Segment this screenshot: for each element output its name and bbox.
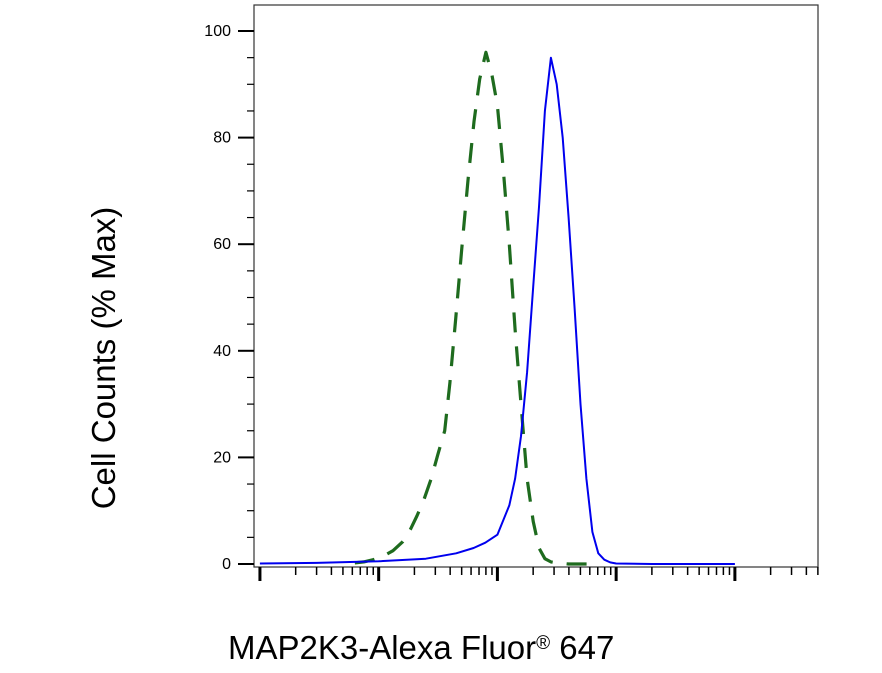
y-tick-label: 100 <box>204 23 231 40</box>
x-axis-label-main: MAP2K3-Alexa Fluor <box>228 629 536 666</box>
x-axis-label: MAP2K3-Alexa Fluor® 647 <box>228 629 614 666</box>
y-axis: 0 20 40 60 80 100 <box>204 23 254 573</box>
y-axis-label: Cell Counts (% Max) <box>85 207 122 510</box>
plot-frame <box>253 4 819 568</box>
y-tick-label: 80 <box>213 130 231 147</box>
x-axis <box>258 567 819 581</box>
y-tick-label: 20 <box>213 449 231 466</box>
x-axis-label-mark: ® <box>536 633 550 654</box>
y-tick-label: 40 <box>213 343 231 360</box>
x-axis-label-suffix: 647 <box>550 629 614 666</box>
series-layer <box>259 50 735 566</box>
y-tick-label: 0 <box>222 556 231 573</box>
y-tick-label: 60 <box>213 236 231 253</box>
isotype-control-line <box>354 50 593 566</box>
sample-histogram-line <box>259 56 735 565</box>
